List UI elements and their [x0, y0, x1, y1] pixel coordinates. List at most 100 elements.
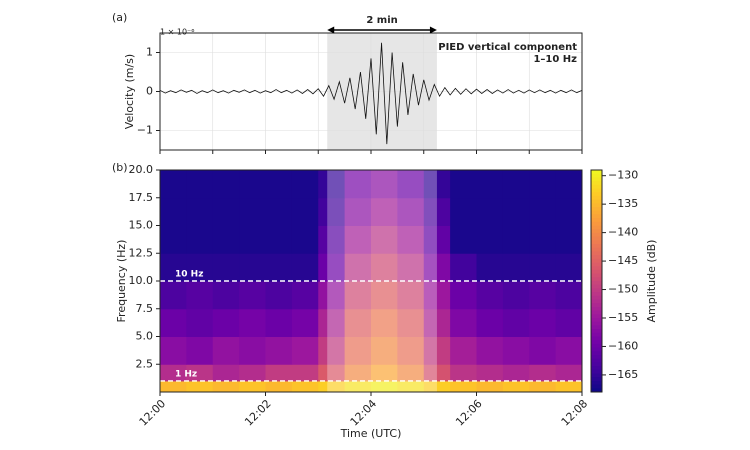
- heatmap-cell: [371, 380, 398, 393]
- heatmap-cell: [371, 197, 398, 226]
- heatmap-cell: [529, 336, 557, 365]
- heatmap-cell: [186, 281, 214, 310]
- colorbar-segment: [591, 310, 602, 315]
- heatmap-cell: [529, 380, 557, 393]
- colorbar-segment: [591, 373, 602, 378]
- colorbar-segment: [591, 306, 602, 312]
- colorbar-segment: [591, 269, 602, 275]
- y-axis-label: Frequency (Hz): [115, 240, 128, 323]
- colorbar-segment: [591, 340, 602, 345]
- heatmap-cell: [265, 380, 293, 393]
- heatmap-cell: [344, 197, 372, 226]
- colorbar-segment: [591, 244, 602, 249]
- heatmap-cell: [291, 281, 319, 310]
- heatmap-cell: [186, 336, 214, 365]
- colorbar-segment: [591, 299, 602, 304]
- heatmap-cell: [529, 308, 557, 337]
- colorbar-segment: [591, 332, 602, 337]
- colorbar-segment: [591, 229, 602, 234]
- heatmap-cell: [239, 336, 266, 365]
- heatmap-cell: [476, 380, 504, 393]
- heatmap-cell: [555, 170, 583, 199]
- heatmap-cell: [239, 364, 266, 382]
- heatmap-cell: [476, 170, 504, 199]
- heatmap-cell: [423, 308, 451, 337]
- heatmap-cell: [344, 170, 372, 199]
- heatmap-cell: [450, 308, 477, 337]
- colorbar-tick-label: −165: [608, 368, 638, 381]
- x-tick-label: 12:02: [242, 397, 274, 429]
- heatmap-cell: [529, 225, 557, 254]
- heatmap-cell: [212, 170, 240, 199]
- heatmap-cell: [318, 225, 346, 254]
- heatmap-cell: [423, 281, 451, 310]
- heatmap-cell: [476, 197, 504, 226]
- heatmap-cell: [265, 364, 293, 382]
- heatmap-cell: [555, 281, 583, 310]
- heatmap-cell: [371, 364, 398, 382]
- colorbar-tick-label: −150: [608, 283, 638, 296]
- heatmap-cell: [160, 170, 187, 199]
- colorbar-tick-label: −160: [608, 339, 638, 352]
- colorbar-segment: [591, 329, 602, 334]
- heatmap-cell: [502, 170, 530, 199]
- y-tick-label: 1: [146, 46, 153, 59]
- heatmap-cell: [344, 253, 372, 282]
- heatmap-cell: [318, 253, 346, 282]
- heatmap-cell: [555, 336, 583, 365]
- heatmap-cell: [318, 364, 346, 382]
- y-tick-label: 7.5: [136, 302, 154, 315]
- y-tick-label: 0: [146, 85, 153, 98]
- panel-label: (b): [112, 161, 128, 174]
- colorbar-segment: [591, 225, 602, 230]
- heatmap-cell: [397, 253, 425, 282]
- heatmap-cell: [450, 281, 477, 310]
- heatmap-cell: [397, 380, 425, 393]
- y-tick-label: 20.0: [129, 163, 154, 176]
- colorbar-segment: [591, 188, 602, 193]
- colorbar-segment: [591, 351, 602, 356]
- heatmap-cell: [160, 380, 187, 393]
- heatmap-cell: [318, 380, 346, 393]
- colorbar-segment: [591, 184, 602, 189]
- heatmap-cell: [291, 225, 319, 254]
- colorbar-frame: [590, 169, 603, 393]
- heatmap-cell: [555, 380, 583, 393]
- heatmap-cell: [265, 170, 293, 199]
- heatmap-cell: [397, 281, 425, 310]
- heatmap-cell: [344, 281, 372, 310]
- heatmap-cell: [371, 281, 398, 310]
- heatmap-cell: [529, 281, 557, 310]
- heatmap-cell: [186, 308, 214, 337]
- heatmap-cell: [239, 170, 266, 199]
- heatmap-cell: [529, 364, 557, 382]
- heatmap-cell: [529, 197, 557, 226]
- heatmap-cell: [160, 253, 187, 282]
- reference-label: 10 Hz: [175, 270, 203, 280]
- y-multiplier: 1 × 10⁻⁶: [160, 28, 195, 37]
- heatmap-cell: [371, 253, 398, 282]
- heatmap-cell: [212, 281, 240, 310]
- heatmap-cell: [239, 225, 266, 254]
- colorbar-segment: [591, 284, 602, 289]
- x-tick-label: 12:08: [559, 397, 591, 429]
- reference-label: 1 Hz: [175, 369, 197, 379]
- colorbar-tick-label: −155: [608, 311, 638, 324]
- panel-label: (a): [112, 11, 127, 24]
- heatmap-cell: [423, 336, 451, 365]
- heatmap-cell: [212, 308, 240, 337]
- y-tick-label: −1: [137, 124, 153, 137]
- heatmap-cell: [212, 197, 240, 226]
- heatmap-cell: [476, 253, 504, 282]
- heatmap-cell: [555, 253, 583, 282]
- colorbar-segment: [591, 266, 602, 271]
- colorbar-segment: [591, 377, 602, 382]
- heatmap-cell: [371, 170, 398, 199]
- heatmap-cell: [291, 308, 319, 337]
- colorbar-segment: [591, 181, 602, 186]
- heatmap-cell: [291, 170, 319, 199]
- heatmap-cell: [212, 380, 240, 393]
- y-axis-label: Velocity (m/s): [123, 54, 136, 129]
- heatmap-cell: [450, 336, 477, 365]
- heatmap-cell: [186, 197, 214, 226]
